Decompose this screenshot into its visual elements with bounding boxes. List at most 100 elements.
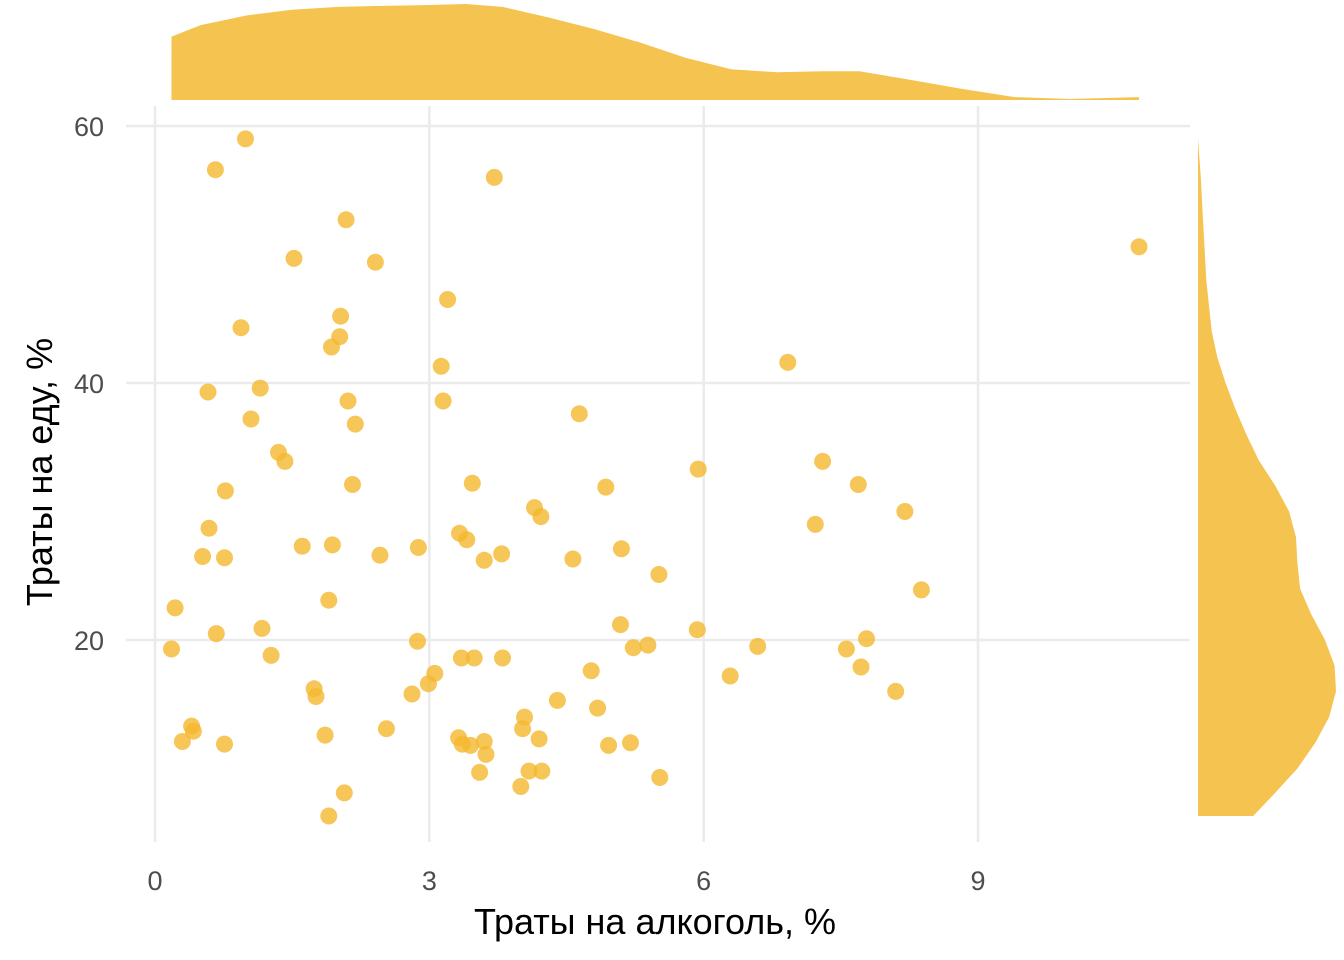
data-point: [339, 392, 357, 410]
data-point: [688, 621, 706, 639]
data-point: [335, 784, 353, 802]
data-point: [320, 591, 338, 609]
x-marginal-density: [171, 4, 1140, 100]
y-tick-label: 20: [74, 626, 104, 656]
data-point: [237, 130, 254, 148]
data-point: [216, 482, 234, 500]
data-point: [477, 745, 495, 763]
data-point: [403, 685, 421, 703]
data-point: [323, 536, 341, 554]
data-point: [216, 549, 233, 567]
data-point: [207, 625, 225, 643]
data-point: [194, 548, 212, 565]
data-point: [548, 691, 566, 709]
data-point: [463, 474, 481, 492]
data-point: [377, 720, 395, 738]
y-tick-label: 40: [74, 369, 104, 399]
data-point: [251, 379, 269, 397]
data-point: [475, 733, 493, 750]
data-point: [570, 405, 588, 423]
data-point: [532, 508, 550, 526]
data-point: [564, 550, 582, 568]
data-point: [514, 720, 532, 738]
x-tick-label: 3: [422, 866, 437, 896]
data-point: [166, 599, 184, 617]
data-point: [323, 338, 340, 356]
data-point: [622, 734, 639, 752]
data-point: [779, 353, 797, 371]
data-point: [432, 357, 450, 375]
data-point: [200, 519, 218, 537]
data-point: [276, 452, 294, 470]
data-point: [589, 699, 607, 717]
data-point: [612, 540, 630, 558]
data-point: [806, 515, 824, 533]
data-point: [887, 682, 905, 700]
data-point: [216, 735, 233, 753]
y-tick-label: 60: [74, 112, 104, 142]
data-point: [232, 319, 250, 337]
x-tick-label: 6: [696, 866, 711, 896]
data-point: [184, 722, 202, 740]
data-point: [912, 581, 930, 599]
data-point: [307, 688, 325, 705]
data-point: [624, 639, 642, 657]
y-axis-title: Траты на еду, %: [19, 338, 60, 606]
data-point: [650, 566, 668, 583]
data-point: [262, 646, 280, 664]
data-point: [366, 253, 384, 271]
data-point: [530, 730, 548, 748]
data-point: [485, 168, 503, 186]
data-point: [320, 807, 338, 825]
data-point: [582, 662, 600, 680]
data-point: [471, 763, 489, 781]
x-density-area: [171, 4, 1140, 100]
x-tick-label: 9: [971, 866, 986, 896]
data-point: [409, 539, 427, 556]
data-point: [512, 778, 530, 795]
data-point: [458, 531, 476, 549]
data-point: [439, 291, 457, 308]
data-point: [849, 476, 867, 493]
data-point: [612, 616, 629, 634]
data-point: [465, 649, 483, 667]
data-point: [749, 637, 767, 655]
data-point: [493, 545, 511, 563]
data-point: [452, 649, 470, 667]
data-point: [1130, 238, 1148, 256]
data-point: [346, 415, 364, 433]
data-point: [253, 619, 271, 637]
data-point: [337, 211, 355, 229]
data-point: [896, 503, 914, 520]
y-marginal-density: [1198, 138, 1336, 817]
data-point: [285, 249, 303, 267]
x-axis-title: Траты на алкоголь, %: [474, 901, 836, 942]
data-point: [409, 632, 426, 650]
data-point: [689, 460, 707, 478]
data-point: [199, 383, 217, 401]
points: [163, 130, 1148, 825]
data-point: [520, 762, 538, 780]
x-tick-label: 0: [147, 866, 162, 896]
data-point: [814, 452, 832, 470]
data-point: [475, 551, 493, 569]
data-point: [242, 410, 260, 428]
grid: [126, 106, 1190, 842]
data-point: [462, 736, 479, 754]
data-point: [344, 476, 361, 493]
data-point: [837, 640, 855, 658]
data-point: [533, 762, 551, 780]
data-point: [494, 649, 511, 667]
data-point: [434, 392, 452, 410]
data-point: [651, 769, 669, 786]
data-point: [173, 733, 191, 750]
data-point: [206, 161, 224, 179]
data-point: [597, 478, 615, 496]
data-point: [332, 307, 350, 325]
data-point: [852, 658, 870, 676]
data-point: [293, 537, 311, 555]
data-point: [163, 640, 180, 658]
data-point: [316, 726, 334, 744]
data-point: [419, 675, 437, 693]
